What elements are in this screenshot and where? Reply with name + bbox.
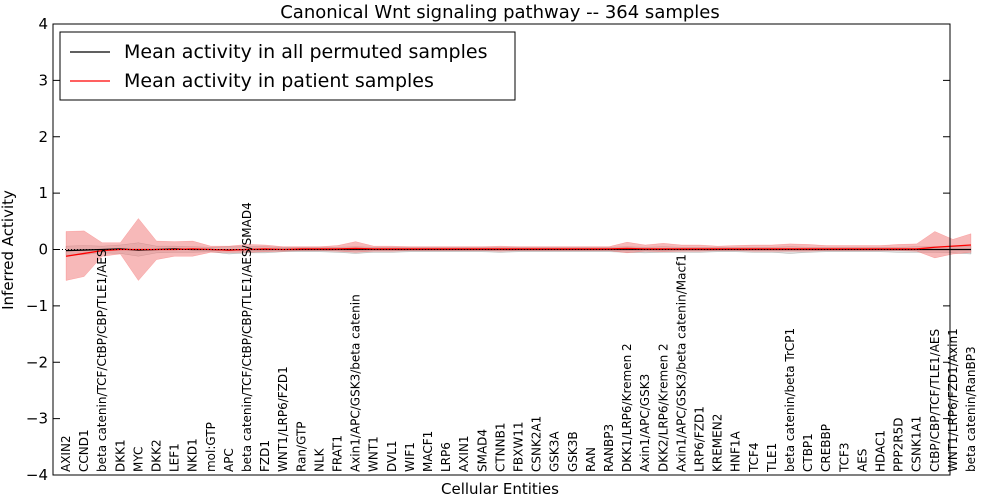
category-label: TLE1 [765, 443, 779, 473]
category-label: NLK [312, 447, 326, 472]
category-label: KREMEN2 [711, 414, 725, 472]
category-label: CCND1 [77, 429, 91, 472]
category-label: AES [855, 449, 869, 472]
category-label: GSK3B [566, 431, 580, 472]
y-axis-title: Inferred Activity [0, 190, 17, 310]
category-label: DKK1/LRP6/Kremen 2 [620, 343, 634, 472]
category-label: GSK3A [548, 431, 562, 472]
category-label: mol:GTP [204, 422, 218, 472]
category-label: WNT1/LRP6/FZD1 [276, 366, 290, 472]
category-label: LRP6/FZD1 [693, 406, 707, 472]
category-label: CtBP/CBP/TCF/TLE1/AES [928, 329, 942, 472]
category-label: beta catenin/beta TrCP1 [783, 328, 797, 472]
category-label: MACF1 [421, 431, 435, 472]
y-tick-label: −4 [26, 466, 48, 484]
y-tick-label: −1 [26, 297, 48, 315]
x-axis-title: Cellular Entities [441, 480, 559, 498]
y-tick-label: 3 [38, 71, 48, 89]
category-label: HDAC1 [874, 430, 888, 472]
category-label: DVL1 [385, 440, 399, 472]
category-label: LRP6 [439, 442, 453, 472]
legend-box [59, 31, 516, 101]
y-tick-label: 4 [38, 15, 48, 33]
category-label: NKD1 [186, 438, 200, 472]
category-label: AXIN1 [457, 435, 471, 472]
category-label: LEF1 [168, 443, 182, 472]
y-tick-label: 0 [38, 241, 48, 259]
category-label: DKK1 [113, 439, 127, 472]
category-label: CTBP1 [801, 433, 815, 472]
category-label: WIF1 [403, 442, 417, 472]
category-label: SMAD4 [475, 429, 489, 472]
y-tick-label: 1 [38, 184, 48, 202]
plot-frame [52, 23, 951, 476]
category-label: DKK2/LRP6/Kremen 2 [656, 343, 670, 472]
category-label: FZD1 [258, 440, 272, 472]
legend-label-permuted: Mean activity in all permuted samples [124, 41, 487, 63]
category-label: CTNNB1 [493, 422, 507, 472]
category-label: RANBP3 [602, 424, 616, 472]
chart-title: Canonical Wnt signaling pathway -- 364 s… [280, 2, 720, 23]
category-label: WNT1/LRP6/FZD1/Axin1 [946, 328, 960, 472]
y-tick-label: −3 [26, 410, 48, 428]
category-label: APC [222, 448, 236, 472]
legend-label-patient: Mean activity in patient samples [124, 70, 434, 92]
category-label: TCF3 [837, 442, 851, 473]
category-label: FRAT1 [331, 435, 345, 472]
category-label: HNF1A [729, 430, 743, 472]
category-label: AXIN2 [59, 435, 73, 472]
category-label: WNT1 [367, 436, 381, 472]
category-label: CREBBP [819, 424, 833, 472]
category-label: CSNK2A1 [530, 416, 544, 472]
y-tick-label: −2 [26, 353, 48, 371]
category-label: Axin1/APC/GSK3/beta catenin/Macf1 [674, 254, 688, 472]
category-label: DKK2 [150, 439, 164, 472]
legend: Mean activity in all permuted samples Me… [59, 31, 516, 101]
category-label: Ran/GTP [294, 421, 308, 472]
category-label: beta catenin/RanBP3 [964, 346, 978, 472]
category-label: Axin1/APC/GSK3/beta catenin [349, 294, 363, 472]
category-label: RAN [584, 447, 598, 472]
category-label: TCF4 [747, 442, 761, 473]
category-label: Axin1/APC/GSK3 [638, 374, 652, 472]
category-label: MYC [131, 447, 145, 472]
category-label: beta catenin/TCF/CtBP/CBP/TLE1/AES [95, 249, 109, 472]
category-label: CSNK1A1 [910, 416, 924, 472]
category-label: beta catenin/TCF/CtBP/CBP/TLE1/AES/SMAD4 [240, 202, 254, 472]
y-tick-label: 2 [38, 128, 48, 146]
category-label: FBXW11 [512, 422, 526, 473]
category-label: PPP2R5D [892, 417, 906, 472]
